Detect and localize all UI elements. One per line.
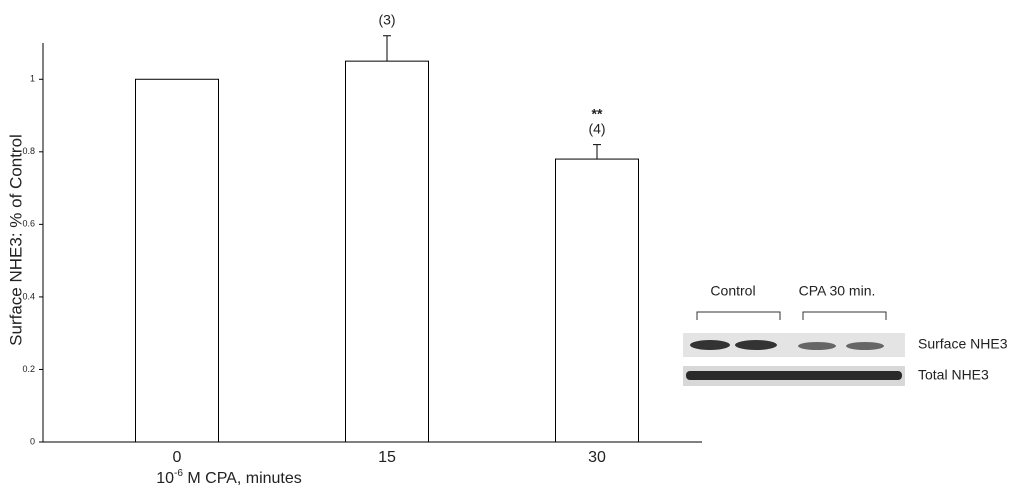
x-tick-label: 15 bbox=[378, 449, 396, 466]
band bbox=[798, 342, 836, 350]
blot-row-label: Total NHE3 bbox=[918, 367, 989, 383]
y-tick-label: 1 bbox=[30, 74, 35, 84]
error-bar bbox=[593, 145, 601, 160]
band bbox=[690, 340, 730, 350]
blot-group-label: CPA 30 min. bbox=[799, 283, 876, 299]
x-label-rest: M CPA, minutes bbox=[183, 470, 302, 487]
blot-row-label: Surface NHE3 bbox=[918, 336, 1008, 352]
bar bbox=[136, 79, 219, 442]
x-tick-label: 0 bbox=[173, 449, 182, 466]
y-tick-label: 0.8 bbox=[22, 146, 35, 156]
x-tick-label: 30 bbox=[588, 449, 606, 466]
error-bar bbox=[383, 36, 391, 61]
blot-group-label: Control bbox=[710, 283, 755, 299]
y-tick-label: 0.4 bbox=[22, 291, 35, 301]
x-label-base: 10 bbox=[156, 470, 174, 487]
y-tick-label: 0.2 bbox=[22, 364, 35, 374]
significance-label: ** bbox=[592, 105, 603, 121]
y-tick-label: 0 bbox=[30, 436, 35, 446]
bar bbox=[346, 61, 429, 442]
n-label: (4) bbox=[588, 120, 605, 136]
blot: Control CPA 30 min. Surface NHE3 Total N… bbox=[683, 283, 1008, 386]
band bbox=[846, 342, 884, 350]
x-axis-label: 10-6 M CPA, minutes bbox=[156, 468, 302, 488]
bracket bbox=[803, 312, 886, 320]
y-axis-label: Surface NHE3: % of Control bbox=[6, 134, 25, 346]
bar bbox=[556, 159, 639, 442]
figure: Surface NHE3: % of Control 10-6 M CPA, m… bbox=[0, 0, 1032, 489]
bracket bbox=[697, 312, 780, 320]
band bbox=[686, 371, 902, 380]
y-tick-label: 0.6 bbox=[22, 219, 35, 229]
band bbox=[735, 340, 777, 350]
n-label: (3) bbox=[378, 11, 395, 27]
